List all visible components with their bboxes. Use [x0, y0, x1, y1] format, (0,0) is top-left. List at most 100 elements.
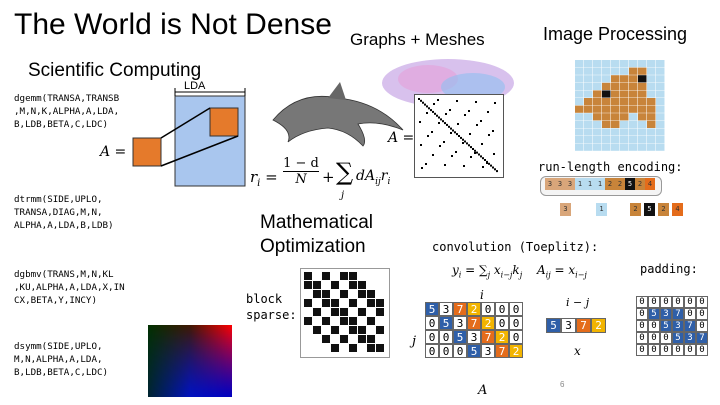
optimization-heading-line1: Mathematical	[260, 212, 373, 233]
sparse-dot	[472, 148, 474, 150]
pixel-cell	[602, 75, 611, 83]
padding-cell: 3	[672, 320, 684, 332]
sparse-dot	[455, 151, 457, 153]
rle-top-cell: 1	[575, 178, 585, 190]
padding-cell: 0	[684, 344, 696, 356]
pagerank-r: ri =	[250, 168, 278, 189]
toeplitz-cell: 0	[495, 302, 509, 316]
block-cell	[349, 344, 357, 352]
sparse-dot	[474, 152, 476, 154]
sparse-dot	[438, 122, 440, 124]
pixel-cell	[620, 67, 629, 75]
block-cell	[367, 335, 375, 343]
pixel-cell	[602, 128, 611, 136]
sparse-dot	[432, 154, 434, 156]
padding-cell: 0	[672, 296, 684, 308]
pixel-cell	[575, 60, 584, 68]
dsymm-signature: dsymm(SIDE,UPLO, M,N,ALPHA,A,LDA, B,LDB,…	[14, 341, 109, 378]
pixel-cell	[656, 82, 665, 90]
toeplitz-cell: 0	[481, 302, 495, 316]
pixel-cell	[584, 105, 593, 113]
sparse-dot	[482, 166, 484, 168]
sparse-dot	[448, 125, 450, 128]
padding-cell: 5	[648, 308, 660, 320]
page-number: 6	[560, 380, 565, 389]
convolution-eq-y: yi = ∑j xi−jkj	[452, 263, 523, 280]
pixel-cell	[575, 98, 584, 106]
pixel-cell	[620, 143, 629, 151]
block-cell	[349, 281, 357, 289]
pixel-cell	[638, 143, 647, 151]
block-cell	[304, 281, 312, 289]
sparse-dot	[451, 155, 453, 157]
padding-cell: 0	[648, 320, 660, 332]
block-cell	[358, 281, 366, 289]
toeplitz-cell: 3	[453, 316, 467, 330]
sparse-dot	[426, 105, 428, 108]
toeplitz-cell: 5	[453, 330, 467, 344]
sparse-dot	[480, 120, 482, 122]
toeplitz-cell: 7	[453, 302, 467, 316]
sparse-dot	[478, 153, 480, 156]
sparse-dot	[492, 130, 494, 132]
toeplitz-cell: 7	[467, 316, 481, 330]
pixel-cell	[656, 143, 665, 151]
sparse-dot	[452, 129, 454, 132]
pixel-cell	[611, 67, 620, 75]
toeplitz-cell: 2	[467, 302, 481, 316]
pixel-cell	[647, 75, 656, 83]
block-cell	[358, 335, 366, 343]
sparse-dot	[445, 113, 447, 115]
pixel-cell	[629, 75, 638, 83]
sparse-adjacency-matrix	[414, 94, 504, 178]
sparse-dot	[460, 136, 462, 139]
block-cell	[340, 308, 348, 316]
pixel-cell	[611, 60, 620, 68]
padding-cell: 0	[636, 308, 648, 320]
dolphin-mesh-icon	[272, 82, 404, 147]
lda-submatrix-diagram	[132, 88, 246, 187]
padding-cell: 3	[684, 332, 696, 344]
padding-cell: 0	[648, 296, 660, 308]
pixel-cell	[620, 113, 629, 121]
convolution-heading: convolution (Toeplitz):	[432, 240, 599, 254]
block-cell	[322, 335, 330, 343]
sparse-dot	[487, 111, 489, 113]
block-cell	[331, 299, 339, 307]
rle-top-cell: 2	[635, 178, 645, 190]
block-cell	[313, 290, 321, 298]
toeplitz-cell: 3	[439, 302, 453, 316]
padding-cell: 0	[648, 344, 660, 356]
sparse-dot	[432, 110, 434, 113]
sparse-dot	[437, 99, 439, 101]
pixel-cell	[611, 113, 620, 121]
rle-top-cell: 1	[595, 178, 605, 190]
pixel-cell	[620, 90, 629, 98]
rle-bottom-cell: 2	[658, 203, 669, 216]
pixel-cell	[656, 105, 665, 113]
block-cell	[358, 326, 366, 334]
pixel-cell	[611, 120, 620, 128]
sparse-dot	[462, 142, 464, 144]
pixel-cell	[629, 128, 638, 136]
sparse-dot	[486, 160, 488, 163]
pixel-cell	[629, 67, 638, 75]
kernel-cell: 7	[576, 318, 591, 333]
image-processing-heading: Image Processing	[543, 24, 688, 44]
lda-label: LDA	[184, 80, 206, 92]
sparse-dot	[431, 131, 433, 133]
pixel-cell	[638, 136, 647, 144]
pixel-cell	[638, 90, 647, 98]
pixel-cell	[593, 60, 602, 68]
sparse-dot	[464, 114, 466, 116]
toeplitz-cell: 0	[425, 316, 439, 330]
padding-cell: 0	[636, 332, 648, 344]
pagerank-plus: +	[322, 168, 335, 186]
pixel-cell	[584, 90, 593, 98]
toeplitz-cell: 2	[509, 344, 523, 358]
pixel-dolphin-grid	[575, 60, 665, 151]
pixel-cell	[611, 128, 620, 136]
pixel-cell	[584, 98, 593, 106]
pixel-cell	[629, 120, 638, 128]
rle-top-cell: 2	[605, 178, 615, 190]
